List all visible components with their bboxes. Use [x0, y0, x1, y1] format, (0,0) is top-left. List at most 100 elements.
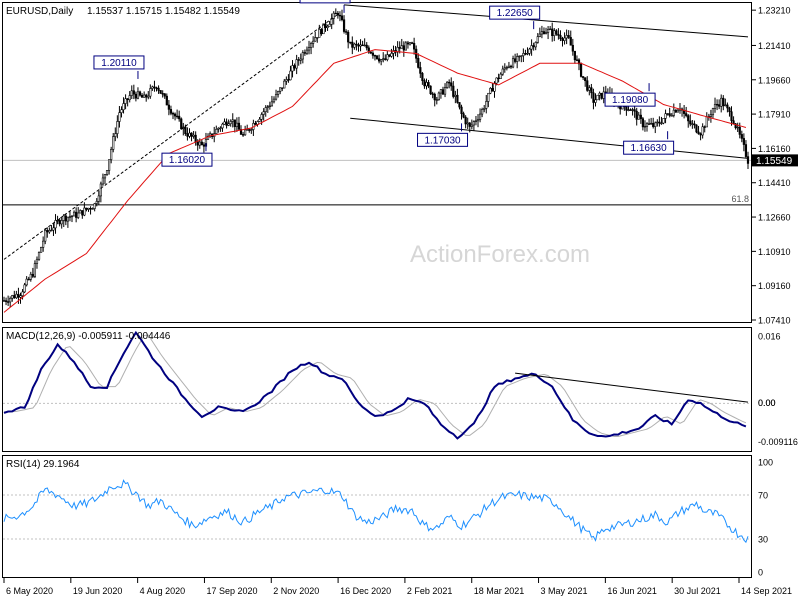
price-y-axis: 1.23210 1.21410 1.19660 1.17910 1.16160 1.144…	[752, 6, 791, 326]
x-tick-label: 16 Jun 2021	[607, 586, 657, 596]
candle-body	[180, 118, 183, 130]
candle-body	[202, 144, 206, 147]
candle-body	[128, 95, 131, 101]
upper-channel-line	[344, 4, 749, 38]
candle-body	[132, 90, 135, 95]
price-tick-label: 1.23210	[758, 6, 791, 16]
candle-body	[287, 79, 290, 81]
candle-body	[546, 29, 550, 33]
price-tick-label: 1.09160	[758, 281, 791, 291]
candle-body	[536, 36, 539, 43]
candle-body	[99, 183, 102, 197]
candle-body	[332, 12, 335, 19]
candle-body	[103, 174, 107, 179]
candle-body	[736, 126, 739, 129]
candle-body	[485, 101, 488, 109]
candle-body	[433, 93, 436, 101]
candle-body	[596, 94, 599, 101]
candle-body	[116, 121, 119, 134]
candle-body	[231, 119, 234, 122]
x-tick-label: 4 Aug 2020	[140, 586, 186, 596]
candle-body	[400, 45, 403, 49]
candle-body	[165, 95, 168, 106]
candle-body	[176, 115, 179, 118]
candle-body	[724, 104, 727, 107]
candle-body	[695, 124, 698, 133]
x-tick-label: 2 Feb 2021	[407, 586, 453, 596]
candle-body	[274, 94, 278, 100]
candle-body	[101, 177, 105, 185]
candle-body	[169, 109, 173, 114]
candle-body	[408, 42, 412, 45]
macd-tick-label: -0.009116	[758, 437, 798, 447]
candle-body	[157, 87, 160, 91]
candle-body	[340, 15, 344, 21]
fib-61-8-label: 61.8	[731, 194, 749, 204]
price-pane-frame	[2, 2, 752, 323]
x-tick-label: 14 Sep 2021	[741, 586, 792, 596]
candle-body	[685, 113, 688, 116]
candle-body	[336, 12, 339, 16]
price-annotations: 1.23480 1.20110 1.16020 1.17030 1.22650 1.190…	[93, 0, 675, 167]
candle-body	[190, 132, 193, 137]
x-tick-label: 30 Jul 2021	[674, 586, 721, 596]
candle-body	[50, 229, 53, 232]
candle-body	[23, 284, 26, 293]
candle-body	[42, 240, 45, 248]
candle-body	[159, 90, 162, 94]
candle-body	[178, 115, 181, 120]
candle-body	[221, 123, 224, 129]
candle-body	[54, 220, 57, 229]
candle-body	[582, 76, 585, 78]
candle-body	[83, 207, 86, 216]
candle-body	[155, 87, 158, 89]
candle-body	[514, 58, 517, 62]
candle-body	[145, 94, 148, 98]
candle-body	[233, 119, 236, 128]
candle-body	[85, 207, 88, 210]
candle-body	[105, 170, 109, 175]
candle-body	[637, 114, 640, 120]
candle-body	[198, 141, 201, 146]
candle-body	[151, 86, 154, 89]
candle-body	[592, 92, 595, 103]
candle-body	[281, 87, 284, 89]
rsi-y-axis: 100 70 30 0	[758, 458, 773, 578]
candle-body	[423, 80, 426, 87]
candle-body	[342, 19, 346, 32]
candle-body	[27, 278, 30, 281]
candle-body	[108, 159, 111, 171]
candle-body	[246, 129, 249, 131]
candle-body	[266, 106, 269, 108]
price-pane-title: EURUSD,Daily	[6, 6, 73, 17]
candle-body	[520, 55, 523, 57]
candle-body	[114, 133, 117, 137]
candle-body	[134, 93, 138, 99]
candle-body	[538, 33, 541, 37]
candle-body	[322, 23, 325, 35]
candle-body	[248, 129, 251, 131]
candle-body	[351, 41, 354, 48]
candle-body	[258, 118, 261, 122]
candle-body	[122, 103, 125, 111]
candle-body	[149, 88, 152, 97]
candle-body	[13, 295, 16, 299]
candle-body	[138, 91, 142, 96]
candle-body	[338, 14, 342, 17]
candle-body	[39, 247, 43, 253]
candle-body	[95, 201, 98, 204]
candle-body	[584, 77, 587, 82]
candle-body	[454, 94, 457, 97]
x-tick-label: 16 Dec 2020	[340, 586, 391, 596]
candle-body	[97, 195, 100, 202]
candle-body	[602, 91, 605, 99]
candle-body	[489, 88, 492, 94]
candle-body	[143, 94, 146, 98]
rsi-pane-frame	[2, 455, 752, 578]
candle-body	[225, 121, 228, 126]
price-annotation-label: 1.22650	[497, 8, 534, 19]
macd-tick-label: 0.016	[758, 332, 781, 342]
candle-body	[118, 112, 121, 122]
candle-body	[555, 30, 558, 35]
candle-body	[272, 98, 276, 103]
